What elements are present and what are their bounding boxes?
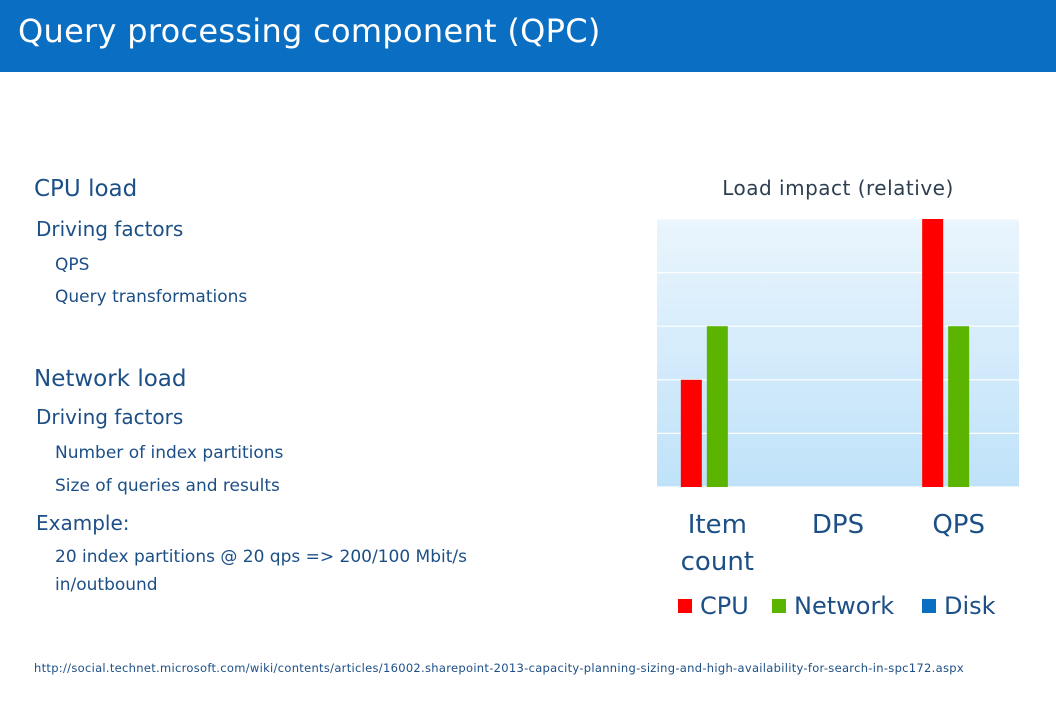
bullet-item: Query transformations: [55, 287, 248, 307]
bullet-item: in/outbound: [55, 575, 158, 595]
legend-label: CPU: [700, 592, 749, 620]
bar-network-item-count: [706, 326, 728, 487]
page-title: Query processing component (QPC): [18, 12, 601, 50]
bullet-item: QPS: [55, 255, 90, 275]
legend-label: Network: [794, 592, 895, 620]
subheading: Example:: [36, 511, 130, 535]
section-heading: CPU load: [34, 176, 138, 202]
subheading: Driving factors: [36, 217, 184, 241]
legend-label: Disk: [944, 592, 996, 620]
bullet-item: Size of queries and results: [55, 476, 280, 496]
x-tick-label: Item count: [680, 510, 754, 577]
bar-network-qps: [948, 326, 970, 487]
subheading: Driving factors: [36, 405, 184, 429]
legend-swatch: [678, 599, 692, 613]
bullet-item: Number of index partitions: [55, 443, 284, 463]
chart-title: Load impact (relative): [722, 176, 954, 200]
bar-cpu-qps: [922, 219, 944, 487]
bullet-item: 20 index partitions @ 20 qps => 200/100 …: [55, 547, 467, 567]
legend-swatch: [772, 599, 786, 613]
chart-plot: [657, 219, 1019, 487]
legend-swatch: [922, 599, 936, 613]
x-tick-label: DPS: [811, 510, 865, 540]
x-tick-label: QPS: [932, 510, 985, 540]
title-bar: Query processing component (QPC): [0, 0, 1056, 72]
source-url[interactable]: http://social.technet.microsoft.com/wiki…: [34, 661, 964, 675]
section-heading: Network load: [34, 366, 187, 392]
bar-cpu-item-count: [680, 379, 702, 487]
